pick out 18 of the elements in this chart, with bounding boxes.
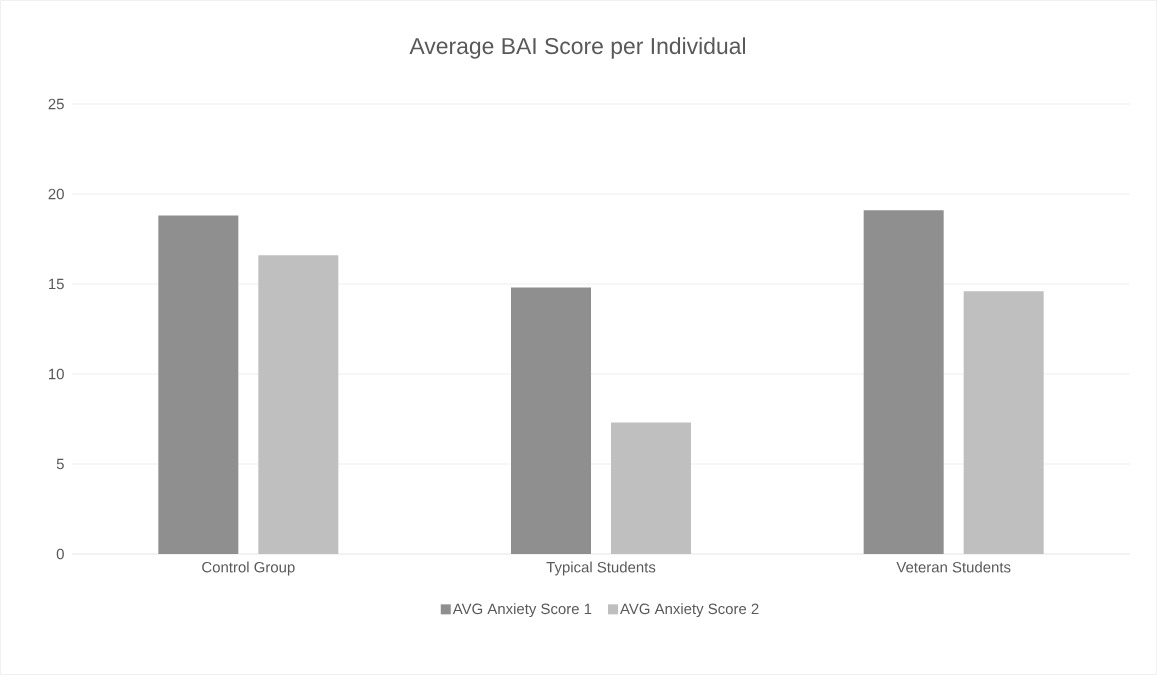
chart-title: Average BAI Score per Individual	[409, 37, 745, 59]
y-tick-label: 5	[56, 458, 64, 470]
bar	[511, 287, 592, 554]
y-tick-label: 25	[48, 98, 64, 110]
y-tick-label: 20	[48, 188, 64, 200]
x-tick-label: Veteran Students	[896, 561, 1011, 573]
bar	[863, 210, 944, 554]
bar	[611, 422, 692, 554]
bar	[963, 291, 1044, 554]
x-tick-label: Control Group	[202, 561, 295, 576]
bar	[258, 255, 339, 554]
y-tick-label: 15	[49, 278, 64, 290]
y-tick-label: 10	[49, 368, 64, 380]
bar	[158, 215, 239, 554]
legend-label: AVG Anxiety Score 1	[452, 603, 592, 618]
x-tick-label: Typical Students	[546, 561, 656, 576]
legend-label: AVG Anxiety Score 2	[620, 603, 759, 618]
y-tick-label: 0	[56, 548, 64, 560]
